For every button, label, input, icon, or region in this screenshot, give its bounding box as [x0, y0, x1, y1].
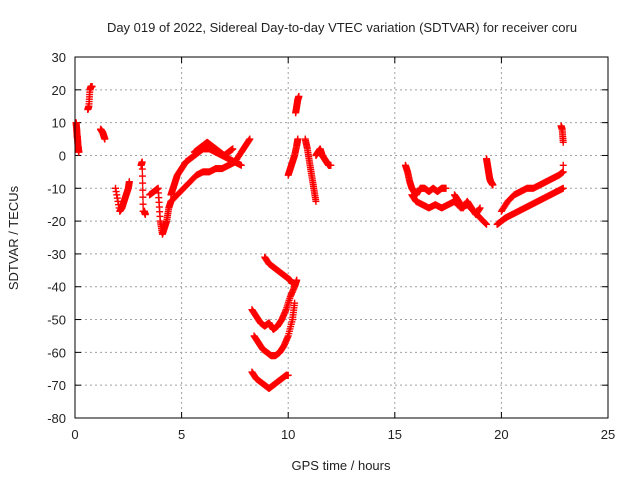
data-point	[312, 197, 320, 205]
x-tick-label: 20	[494, 427, 508, 442]
x-tick-label: 10	[281, 427, 295, 442]
data-point	[559, 168, 567, 176]
data-point	[229, 145, 237, 153]
data-point	[138, 158, 146, 166]
data-point	[88, 83, 96, 91]
data-point	[138, 172, 146, 180]
y-tick-label: -40	[47, 280, 66, 295]
data-point	[482, 219, 490, 227]
x-tick-label: 15	[388, 427, 402, 442]
y-tick-label: -60	[47, 345, 66, 360]
data-point	[101, 135, 109, 143]
plot-frame	[74, 56, 609, 419]
data-point	[139, 200, 147, 208]
data-point	[559, 161, 567, 169]
data-points	[72, 83, 567, 392]
data-point	[141, 211, 149, 219]
data-point	[237, 161, 245, 169]
y-tick-label: -50	[47, 313, 66, 328]
data-point	[125, 178, 133, 186]
data-point	[559, 184, 567, 192]
data-point	[327, 161, 335, 169]
y-tick-label: 20	[52, 83, 66, 98]
y-tick-label: -10	[47, 181, 66, 196]
data-point	[246, 135, 254, 143]
data-point	[293, 276, 301, 284]
x-tick-label: 25	[601, 427, 615, 442]
data-point	[284, 371, 292, 379]
axis-ticks: 0 5 10 15 20 25 -80 -70 -60 -50 -40 -30 -20 -10 0 10 20 3…	[47, 50, 615, 442]
data-point	[476, 204, 484, 212]
y-axis-label: SDTVAR / TECUs	[6, 185, 21, 290]
y-tick-label: -20	[47, 214, 66, 229]
x-axis-label: GPS time / hours	[292, 458, 391, 473]
data-point	[482, 220, 490, 228]
data-point	[295, 92, 303, 100]
x-tick-label: 5	[178, 427, 185, 442]
data-point	[291, 299, 299, 307]
data-point	[75, 148, 83, 156]
y-tick-label: 0	[59, 148, 66, 163]
data-point	[559, 138, 567, 146]
x-tick-label: 0	[71, 427, 78, 442]
data-point	[139, 186, 147, 194]
data-point	[442, 184, 450, 192]
grid	[75, 57, 608, 418]
y-tick-label: -30	[47, 247, 66, 262]
chart-title: Day 019 of 2022, Sidereal Day-to-day VTE…	[107, 20, 577, 35]
data-point	[294, 135, 302, 143]
y-tick-label: 30	[52, 50, 66, 65]
data-point	[139, 179, 147, 187]
data-point	[139, 193, 147, 201]
y-tick-label: -80	[47, 411, 66, 426]
y-tick-label: 10	[52, 116, 66, 131]
data-point	[288, 279, 296, 287]
data-point	[138, 165, 146, 173]
y-tick-label: -70	[47, 378, 66, 393]
data-point	[489, 181, 497, 189]
